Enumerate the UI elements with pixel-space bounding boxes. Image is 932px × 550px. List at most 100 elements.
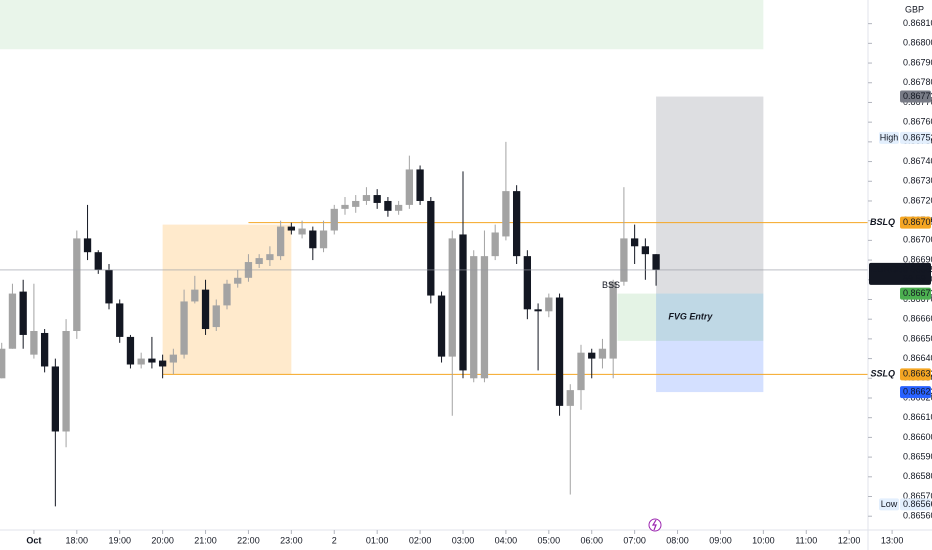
price-tag [900, 498, 931, 511]
x-tick-label: 09:00 [709, 535, 732, 545]
candle-body [0, 348, 6, 379]
candle-body [620, 238, 628, 282]
level-label: BSLQ [870, 217, 895, 227]
price-tag-name-bg [879, 131, 899, 144]
y-tick-label: 0.86560 [903, 511, 932, 521]
price-tag [900, 386, 931, 399]
candle-body [630, 238, 639, 247]
candle-body [51, 366, 60, 432]
candle-body [566, 390, 574, 406]
x-tick-label: 02:00 [409, 535, 432, 545]
candle-body [212, 305, 220, 328]
price-tag-name-bg [879, 498, 899, 511]
x-tick-label: 21:00 [194, 535, 217, 545]
candle-body [577, 352, 585, 391]
candle-body [373, 195, 381, 203]
plot-area: FVG Entry BSS [0, 0, 868, 507]
price-tag [900, 368, 931, 381]
level-label: SSLQ [870, 369, 895, 379]
candle-body [437, 295, 446, 357]
price-tag-label: 0.86673 [903, 288, 932, 298]
candle-body [73, 238, 81, 332]
x-tick-label: 23:00 [280, 535, 303, 545]
candle-body [62, 331, 70, 432]
candle-body [223, 283, 231, 306]
zone [656, 96, 764, 294]
candle-body [169, 354, 178, 363]
candle-body [40, 332, 49, 367]
candle-body [94, 252, 102, 270]
zone-label: FVG Entry [668, 312, 713, 322]
price-tag [900, 287, 931, 300]
candle-body [534, 309, 542, 312]
candle-body [512, 191, 521, 257]
candle-body [330, 208, 338, 231]
candle-body [276, 226, 285, 257]
x-tick-label: 04:00 [495, 535, 518, 545]
candle-body [448, 238, 456, 357]
price-tag-name: High [880, 132, 899, 142]
candle-body [459, 234, 467, 371]
x-tick-label: 11:00 [795, 535, 817, 545]
candle-body [491, 232, 499, 257]
candle-body [83, 238, 92, 253]
candle-body [309, 230, 317, 249]
symbol-tag [869, 262, 931, 285]
price-tag-label: 0.86623 [903, 386, 932, 396]
candle-body [255, 258, 263, 265]
x-tick-label: 05:00 [538, 535, 561, 545]
candle-body [641, 246, 650, 255]
zone [0, 0, 764, 50]
candle-body [191, 289, 199, 302]
symbol-label: EURGBP [871, 264, 909, 274]
price-tag-label: 0.86709 [903, 217, 932, 227]
candle-body [523, 256, 532, 310]
x-tick-label: 12:00 [838, 535, 861, 545]
candle-body [502, 191, 510, 237]
candle-body [266, 254, 274, 261]
candle-body [19, 291, 27, 335]
candle-body [545, 297, 553, 312]
candle-body [105, 269, 113, 304]
candle-body [470, 256, 478, 379]
x-tick-label: 20:00 [151, 535, 174, 545]
candle-body [8, 293, 17, 349]
candle-body [652, 254, 660, 270]
x-tick-label: 19:00 [108, 535, 131, 545]
candle-body [158, 360, 167, 367]
candle-body [180, 301, 188, 355]
candle-body [362, 195, 371, 201]
x-tick-label: 18:00 [66, 535, 89, 545]
candle-body [137, 358, 145, 365]
zone [617, 293, 764, 341]
price-tag [900, 90, 931, 103]
candle-body [234, 277, 242, 284]
candle-body [352, 200, 360, 207]
annotation: BSS [602, 280, 620, 290]
x-tick-label: 06:00 [580, 535, 603, 545]
candle-body [148, 358, 156, 363]
candle-body [287, 226, 296, 231]
candle-body [555, 297, 564, 406]
price-tag-name: Low [881, 499, 898, 509]
candle-body [126, 336, 135, 365]
x-tick-label: 01:00 [366, 535, 389, 545]
price-tag [900, 216, 931, 229]
price-tag-label: 0.86632 [903, 369, 932, 379]
